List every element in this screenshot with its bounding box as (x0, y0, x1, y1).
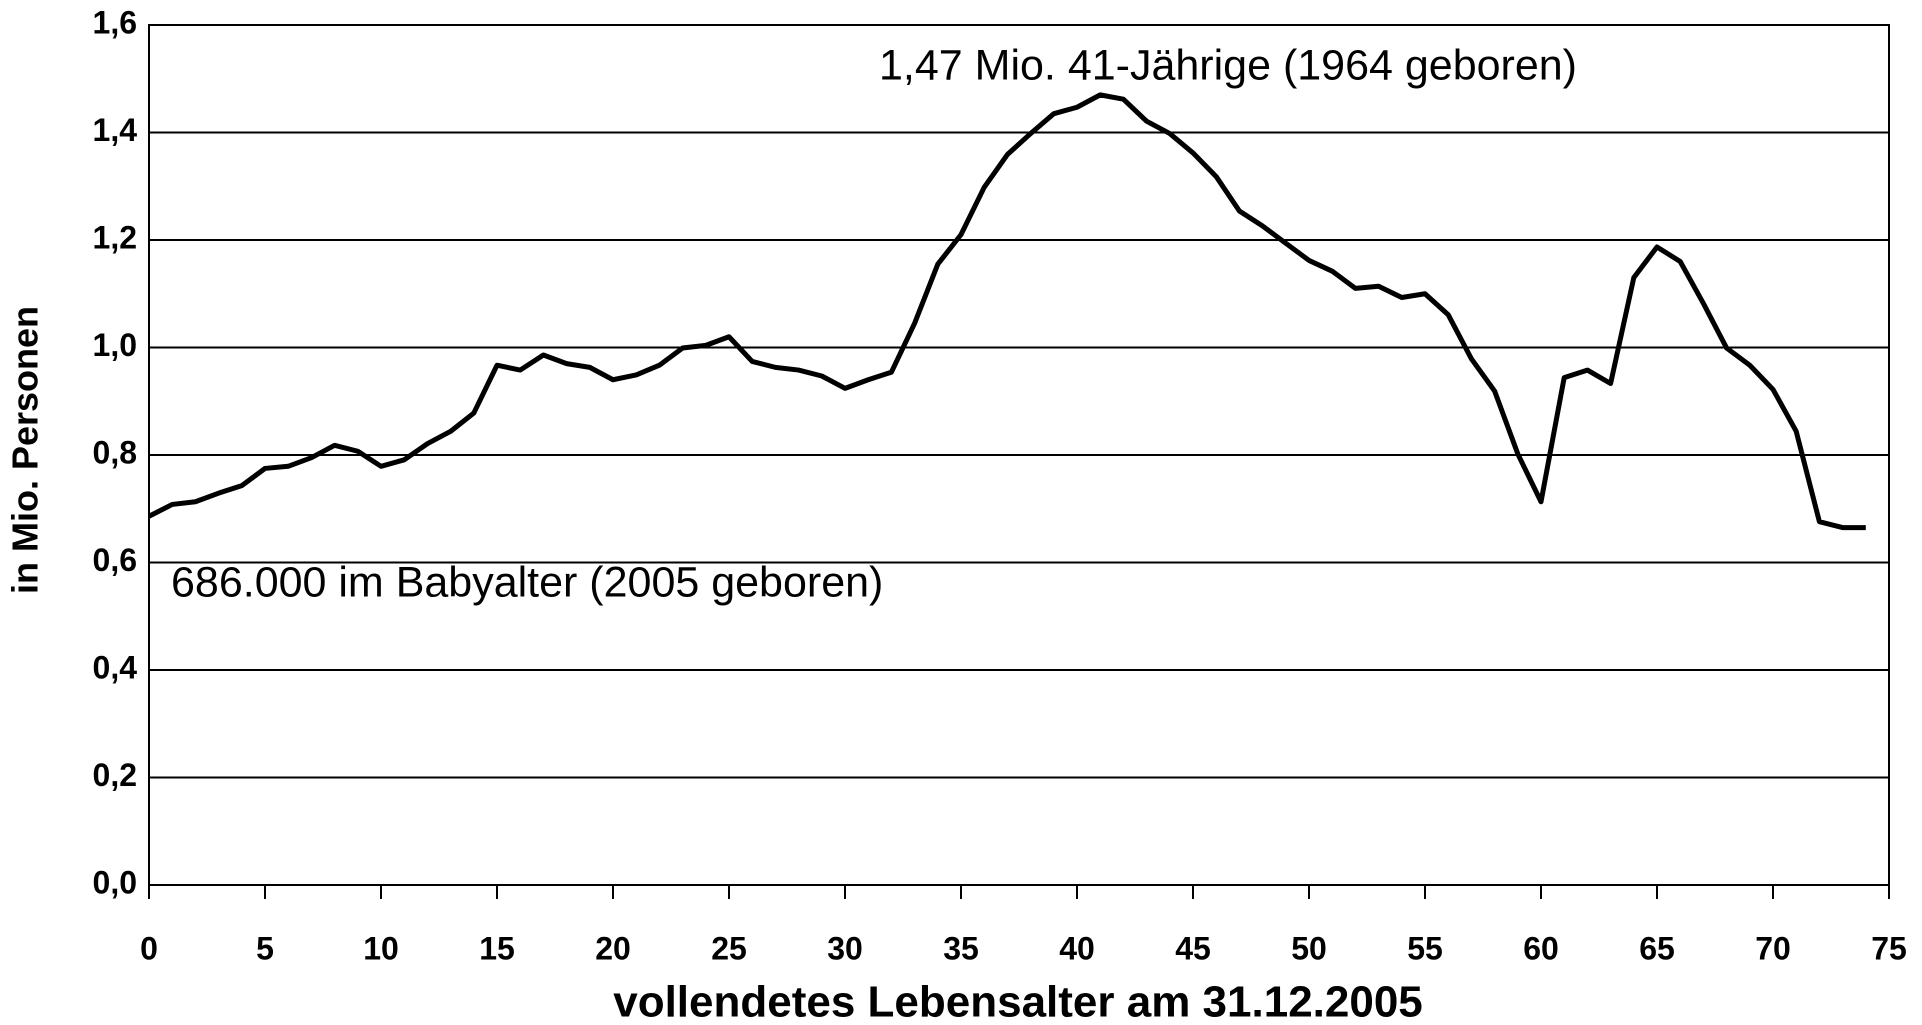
x-tick-label: 5 (256, 930, 274, 966)
x-tick-label: 50 (1291, 930, 1327, 966)
x-tick-label: 40 (1059, 930, 1095, 966)
x-tick-label: 35 (943, 930, 979, 966)
x-tick-label: 65 (1639, 930, 1675, 966)
y-tick-label: 1,2 (93, 219, 137, 255)
y-tick-label: 0,6 (93, 542, 137, 578)
annotation: 686.000 im Babyalter (2005 geboren) (171, 558, 883, 606)
data-line (147, 92, 1866, 531)
x-tick-label: 20 (595, 930, 631, 966)
plot-frame (148, 24, 1890, 886)
y-tick-label: 1,6 (93, 4, 137, 40)
y-tick-label: 0,2 (93, 757, 137, 793)
x-tick-label: 45 (1175, 930, 1211, 966)
annotation: 1,47 Mio. 41-Jährige (1964 geboren) (879, 41, 1577, 89)
y-tick-label: 1,4 (93, 112, 138, 148)
y-tick-label: 1,0 (93, 327, 137, 363)
y-tick-label: 0,4 (93, 649, 138, 685)
x-tick-label: 0 (140, 930, 158, 966)
x-tick-label: 70 (1755, 930, 1791, 966)
x-tick-label: 15 (479, 930, 515, 966)
x-tick-label: 10 (363, 930, 399, 966)
y-tick-label: 0,0 (93, 864, 137, 900)
x-tick-label: 30 (827, 930, 863, 966)
x-tick-label: 60 (1523, 930, 1559, 966)
x-tick-label: 75 (1871, 930, 1907, 966)
y-axis-title: in Mio. Personen (5, 306, 46, 594)
x-axis-title: vollendetes Lebensalter am 31.12.2005 (613, 978, 1423, 1025)
y-tick-label: 0,8 (93, 434, 137, 470)
x-tick-label: 25 (711, 930, 747, 966)
x-tick-label: 55 (1407, 930, 1443, 966)
